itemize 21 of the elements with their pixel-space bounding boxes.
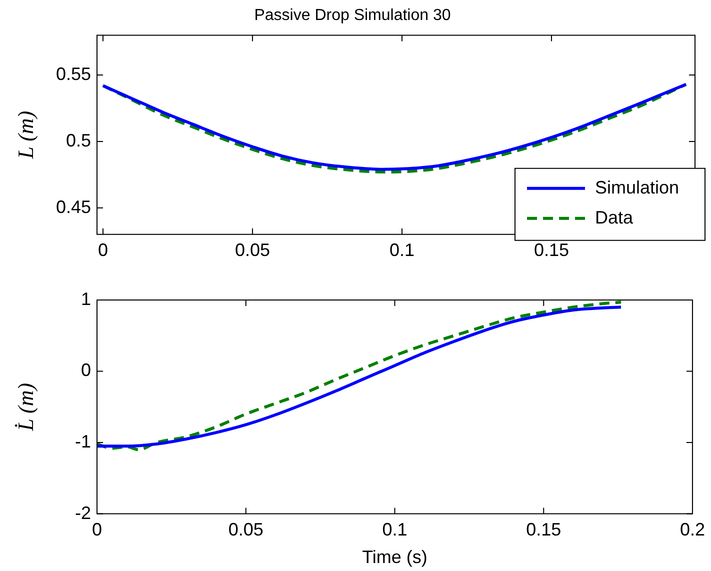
x-tick-label: 0.15 — [534, 240, 570, 260]
legend-label: Simulation — [595, 177, 680, 198]
y-tick-label: -2 — [74, 502, 91, 523]
legend-label: Data — [595, 207, 634, 228]
y-tick-label: 0 — [80, 360, 91, 380]
y-tick-label: -1 — [74, 432, 91, 452]
x-tick-label: 0.1 — [389, 240, 414, 260]
y-tick-label: 1 — [80, 288, 91, 309]
y-axis-title: L (m) — [12, 110, 38, 160]
x-tick-label: 0.1 — [382, 520, 408, 540]
chart-title: Passive Drop Simulation 30 — [254, 7, 451, 24]
x-axis-title: Time (s) — [362, 547, 428, 568]
x-tick-label: 0 — [98, 240, 108, 260]
x-tick-label: 0.05 — [234, 240, 270, 260]
x-tick-label: 0.2 — [680, 520, 706, 540]
x-tick-label: 0.05 — [228, 520, 264, 540]
y-tick-label: 0.45 — [56, 196, 91, 217]
y-tick-label: 0.5 — [66, 130, 91, 150]
y-axis-title: L̇ (m) — [12, 382, 38, 432]
x-tick-label: 0.15 — [526, 520, 562, 540]
y-tick-label: 0.55 — [56, 64, 91, 84]
